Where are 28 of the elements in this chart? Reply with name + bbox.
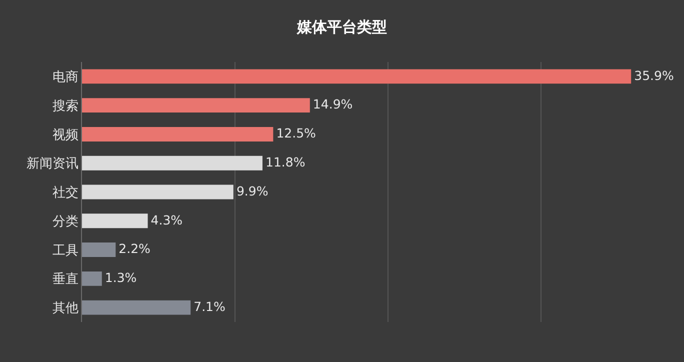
data-label: 12.5% — [276, 126, 316, 141]
y-tick-label: 电商 — [52, 70, 78, 85]
y-tick-label: 视频 — [52, 128, 78, 143]
y-tick-label: 搜索 — [52, 98, 78, 114]
bar — [82, 271, 102, 286]
data-label: 9.9% — [236, 183, 268, 198]
bar — [82, 184, 234, 200]
data-label: 1.3% — [104, 270, 137, 286]
data-label: 2.2% — [118, 241, 151, 256]
data-label: 11.8% — [266, 154, 306, 170]
data-label: 7.1% — [194, 298, 226, 314]
data-label: 14.9% — [312, 96, 353, 112]
bar — [82, 127, 274, 142]
bar — [82, 156, 262, 170]
y-tick-label: 工具 — [52, 243, 78, 258]
bar — [82, 214, 148, 228]
y-tick-label: 新闻资讯 — [26, 156, 78, 172]
data-label: 35.9% — [634, 68, 674, 83]
y-tick-label: 其他 — [52, 301, 78, 316]
bar — [82, 242, 116, 257]
bar — [82, 98, 310, 113]
data-label: 4.3% — [150, 212, 183, 228]
chart-title: 媒体平台类型 — [296, 18, 387, 36]
bar — [82, 69, 632, 84]
bar — [82, 300, 191, 315]
y-tick-label: 社交 — [52, 184, 78, 201]
y-tick-label: 垂直 — [52, 272, 78, 288]
y-tick-label: 分类 — [52, 214, 78, 230]
